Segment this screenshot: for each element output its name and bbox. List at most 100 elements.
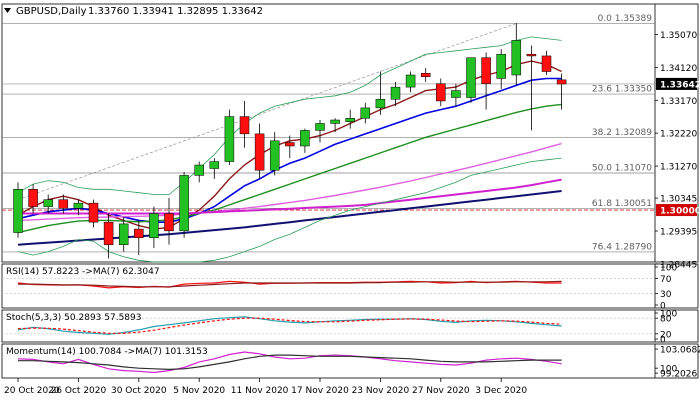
candle-body [315, 123, 325, 131]
candle-body [375, 98, 386, 109]
candle-body [451, 90, 461, 98]
candle-body [28, 189, 38, 207]
candle-4 [73, 199, 84, 216]
candle-body [194, 164, 204, 176]
stochastic-series-1 [17, 317, 562, 334]
candle-3 [58, 194, 69, 214]
time-tick-label-6: 23 Nov 2020 [352, 386, 410, 396]
price-tick-label-7: 1.28445 [660, 260, 697, 270]
candle-27 [420, 68, 431, 82]
price-tick-label-4: 1.31270 [660, 163, 697, 173]
candle-body [43, 199, 53, 207]
candle-35 [541, 50, 552, 75]
candle-18 [285, 135, 295, 159]
candle-body [179, 175, 189, 232]
candle-26 [405, 71, 416, 93]
rsi-tick-label-0: 100 [660, 264, 677, 274]
price-axis: 1.35070 1.34120 1.33170 1.32220 1.31270 1.303… [655, 31, 700, 270]
candle-body [58, 199, 69, 209]
candle-body [300, 130, 310, 147]
momentum-frame [1, 343, 699, 379]
candle-body [149, 213, 159, 239]
candle-body [345, 118, 355, 122]
time-tick-label-0: 20 Oct 2020 [4, 386, 60, 396]
candle-5 [88, 199, 99, 228]
time-tick-label-8: 3 Dec 2020 [475, 386, 527, 396]
candle-body [420, 73, 431, 77]
candle-21 [330, 118, 340, 133]
candle-24 [375, 71, 386, 115]
rsi-label: RSI(14) 57.8223 ->MA(7) 62.3047 [6, 267, 160, 277]
key-level-tag: 1.30000 [656, 204, 700, 217]
stochastic-series-0 [17, 316, 562, 335]
candles [13, 23, 567, 259]
symbol-label: GBPUSD,Daily [16, 6, 87, 17]
candle-25 [390, 81, 401, 107]
time-tick-label-1: 26 Oct 2020 [51, 386, 107, 396]
price-tick-label-1: 1.34120 [660, 64, 697, 74]
rsi-tick-label-3: 0 [660, 302, 666, 312]
candle-29 [451, 83, 461, 107]
candle-34 [526, 45, 537, 131]
candle-body [13, 189, 23, 233]
fib-level-label-2: 38.2 1.32089 [592, 128, 652, 138]
fib-level-label-1: 23.6 1.33350 [592, 85, 652, 95]
current-price-tag-bg [656, 77, 697, 90]
candle-19 [300, 128, 310, 153]
key-level-tag-label: 1.30000 [660, 207, 700, 217]
candle-body [390, 86, 401, 100]
stochastic-tick-label-1: 80 [660, 315, 672, 325]
candle-6 [103, 213, 114, 259]
candle-33 [511, 23, 522, 86]
candle-body [224, 116, 235, 162]
current-price-tag: 1.33642 [656, 77, 700, 90]
candle-32 [496, 49, 506, 89]
time-tick-label-5: 17 Nov 2020 [291, 386, 349, 396]
candle-body [118, 223, 129, 245]
momentum-tick-label-2: 99.2026 [660, 370, 697, 380]
candle-13 [209, 158, 220, 179]
candle-body [496, 53, 506, 79]
candle-30 [466, 57, 476, 103]
momentum-series-0 [17, 351, 562, 374]
candle-body [73, 202, 84, 209]
price-grid: 0.0 1.35389 23.6 1.33350 38.2 1.32089 50.0 … [2, 14, 655, 252]
candle-0 [13, 182, 23, 238]
stochastic-label: Stoch(5,3,3) 50.2893 57.5893 [6, 313, 141, 323]
momentum-label: Momentum(14) 100.7084 ->MA(7) 101.3153 [6, 347, 208, 357]
candle-body [134, 228, 144, 239]
candle-11 [179, 171, 189, 238]
momentum-series-1 [18, 354, 562, 371]
price-tick-label-3: 1.32220 [660, 130, 697, 140]
candle-36 [556, 73, 567, 110]
fib-level-label-5: 76.4 1.28790 [592, 242, 652, 252]
candle-16 [254, 123, 265, 179]
rsi-tick-label-1: 70 [660, 275, 672, 285]
candle-20 [315, 120, 325, 143]
candle-9 [149, 206, 159, 249]
candle-8 [134, 220, 144, 256]
candle-body [164, 213, 174, 232]
current-price-tag-label: 1.33642 [660, 80, 700, 90]
stochastic-tick-label-2: 20 [660, 330, 672, 340]
collapse-arrow-icon[interactable] [4, 8, 11, 13]
candle-body [541, 55, 552, 72]
momentum-tick-label-1: 100 [660, 365, 677, 375]
trend-line-dashed [17, 23, 517, 201]
candle-7 [118, 216, 129, 252]
ohlc-values: 1.33760 1.33941 1.32895 1.33642 [88, 6, 263, 17]
candle-2 [43, 194, 53, 214]
magenta-line [18, 178, 562, 215]
candle-17 [269, 132, 280, 176]
momentum-tick-label-0: 103.0682 [660, 346, 700, 356]
price-tick-label-6: 1.29395 [660, 228, 697, 238]
candle-body [481, 57, 491, 84]
price-tick-label-2: 1.33170 [660, 97, 697, 107]
time-tick-label-7: 27 Nov 2020 [412, 386, 470, 396]
fib-level-label-3: 50.0 1.31070 [592, 163, 652, 173]
candle-28 [436, 78, 446, 107]
candle-body [285, 142, 295, 147]
